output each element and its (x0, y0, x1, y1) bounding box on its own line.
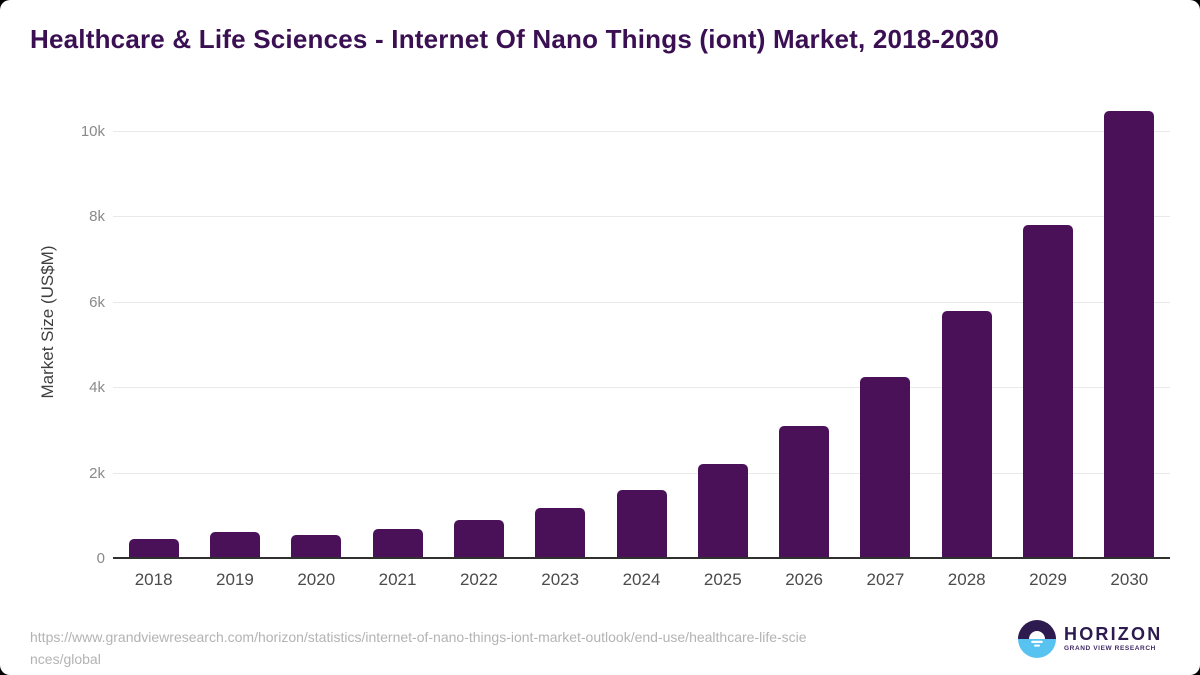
horizon-sunrise-icon (1018, 620, 1056, 658)
x-tick-label: 2030 (1110, 570, 1149, 589)
y-tick-label: 2k (89, 464, 105, 482)
horizon-logo-brand: HORIZON (1064, 624, 1163, 645)
y-gridline (113, 216, 1170, 218)
bar-2018[interactable] (128, 538, 179, 558)
y-tick-label: 8k (89, 208, 105, 226)
y-gridline (113, 131, 1170, 132)
horizon-logo-text: HORIZON GRAND VIEW RESEARCH (1064, 625, 1162, 653)
y-gridline (113, 387, 1170, 389)
x-tick-label: 2025 (703, 570, 742, 589)
bar-2028[interactable] (941, 310, 992, 558)
bar-2021[interactable] (372, 528, 423, 558)
bar-2019[interactable] (209, 532, 260, 558)
bar-2022[interactable] (453, 520, 504, 558)
horizon-logo-subtitle: GRAND VIEW RESEARCH (1064, 645, 1156, 653)
x-tick-label: 2026 (785, 570, 824, 589)
y-tick-label: 0 (96, 550, 105, 567)
x-tick-label: 2019 (216, 570, 254, 589)
y-tick-label: 4k (89, 379, 105, 397)
bar-2023[interactable] (535, 508, 586, 558)
x-tick-label: 2024 (622, 570, 661, 589)
x-tick-label: 2018 (134, 570, 173, 589)
x-tick-label: 2023 (541, 570, 580, 589)
x-tick-label: 2022 (459, 570, 498, 589)
y-gridline (113, 301, 1170, 303)
source-url: https://www.grandviewresearch.com/horizo… (30, 626, 910, 670)
y-tick-label: 6k (89, 293, 105, 311)
x-tick-label: 2021 (378, 570, 417, 589)
source-url-line: https://www.grandviewresearch.com/horizo… (30, 629, 807, 645)
bar-2024[interactable] (616, 490, 667, 558)
bar-2026[interactable] (779, 426, 830, 558)
chart-title: Healthcare & Life Sciences - Internet Of… (30, 24, 999, 54)
horizon-logo[interactable]: HORIZON GRAND VIEW RESEARCH (1018, 620, 1162, 658)
x-tick-label: 2029 (1029, 570, 1067, 589)
bar-2025[interactable] (697, 464, 748, 558)
bar-2020[interactable] (291, 534, 342, 558)
y-axis-title: Market Size (US$M) (38, 245, 57, 399)
x-tick-label: 2027 (866, 570, 905, 589)
y-tick-label: 10k (80, 123, 105, 140)
bar-2030[interactable] (1104, 110, 1155, 558)
source-url-line: nces/global (30, 651, 101, 667)
y-gridline (113, 472, 1170, 474)
x-tick-label: 2028 (947, 570, 986, 589)
bar-2029[interactable] (1023, 224, 1074, 558)
x-tick-label: 2020 (297, 570, 336, 589)
x-axis-line (113, 557, 1170, 559)
bar-2027[interactable] (860, 376, 911, 558)
